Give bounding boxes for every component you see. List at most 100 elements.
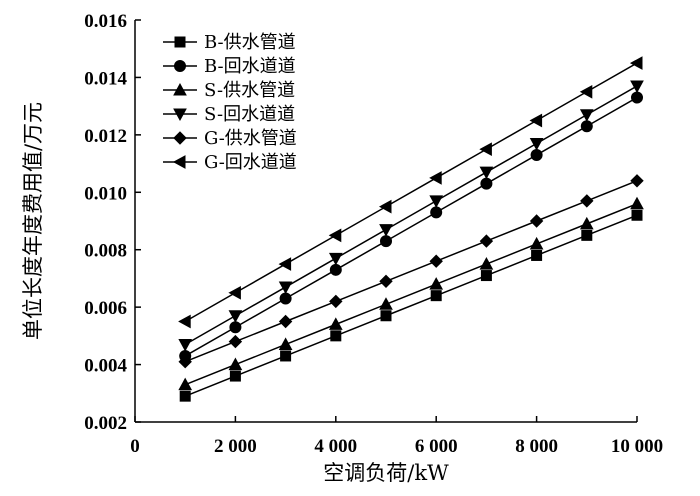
- y-tick-label: 0.006: [84, 298, 127, 319]
- y-tick-label: 0.002: [84, 413, 127, 434]
- data-point: [330, 330, 342, 342]
- data-point: [479, 142, 492, 157]
- x-tick-label: 10 000: [611, 436, 663, 457]
- legend-label: B-回水道道: [204, 56, 296, 77]
- series-1: [179, 209, 643, 402]
- data-point: [430, 206, 443, 219]
- data-point: [329, 294, 343, 309]
- data-point: [479, 166, 494, 180]
- series-5: [178, 174, 644, 369]
- data-point: [630, 174, 644, 188]
- data-point: [328, 228, 342, 243]
- series-line: [184, 62, 638, 323]
- legend-marker: [173, 82, 187, 96]
- y-tick-label: 0.010: [84, 183, 127, 204]
- data-point: [480, 177, 493, 190]
- series-line: [184, 96, 638, 357]
- data-point: [529, 214, 544, 228]
- data-point: [179, 390, 191, 402]
- legend: B-供水管道 B-回水道道 S-供水管道 S-回水道道 G-供水管道 G-回水道道: [163, 32, 297, 173]
- data-point: [228, 357, 243, 371]
- data-point: [380, 235, 392, 248]
- series-6: [178, 56, 643, 329]
- legend-item: S-回水道道: [163, 104, 295, 125]
- y-axis-title: 单位长度年度费用值/万元: [21, 102, 45, 340]
- x-axis-title: 空调负荷/kW: [323, 461, 449, 485]
- data-point: [278, 314, 293, 329]
- series-group: [178, 56, 644, 402]
- legend-label: B-供水管道: [204, 32, 296, 53]
- x-tick-label: 4 000: [314, 436, 357, 457]
- legend-marker: [173, 108, 187, 122]
- series-4: [178, 80, 644, 352]
- data-point: [631, 209, 643, 221]
- legend-item: G-供水管道: [163, 128, 297, 149]
- legend-label: S-回水道道: [204, 104, 295, 125]
- data-point: [579, 109, 594, 122]
- data-point: [430, 290, 442, 302]
- axes: 0 2 000 4 000 6 000 8 000 10 000 0.002 0.004 0.0…: [84, 11, 663, 457]
- data-point: [329, 263, 342, 276]
- data-point: [278, 337, 293, 350]
- series-line: [184, 180, 638, 363]
- legend-marker: [174, 36, 186, 48]
- data-point: [279, 292, 292, 305]
- legend-item: B-回水道道: [163, 56, 296, 77]
- data-point: [429, 171, 442, 185]
- data-point: [378, 199, 392, 214]
- data-point: [379, 224, 393, 237]
- series-line: [184, 214, 638, 397]
- data-point: [479, 257, 494, 270]
- y-tick-label: 0.016: [84, 11, 127, 32]
- data-point: [529, 113, 543, 128]
- x-tick-label: 8 000: [515, 436, 558, 457]
- data-point: [328, 252, 343, 266]
- data-point: [379, 297, 393, 310]
- data-point: [228, 285, 241, 300]
- data-point: [278, 281, 293, 295]
- legend-item: S-供水管道: [163, 80, 295, 101]
- legend-marker: [172, 155, 186, 169]
- series-line: [184, 85, 638, 346]
- series-2: [179, 91, 643, 362]
- data-point: [530, 148, 543, 161]
- data-point: [379, 274, 393, 289]
- series-3: [178, 196, 644, 391]
- legend-label: S-供水管道: [204, 80, 295, 101]
- data-point: [429, 277, 444, 290]
- data-point: [228, 334, 243, 349]
- x-tick-label: 6 000: [415, 436, 458, 457]
- y-tick-label: 0.004: [84, 356, 127, 377]
- data-point: [479, 234, 494, 248]
- data-point: [579, 216, 594, 230]
- data-point: [429, 195, 444, 208]
- data-point: [380, 310, 392, 322]
- data-point: [278, 257, 292, 271]
- data-point: [178, 338, 193, 352]
- data-point: [529, 137, 544, 151]
- data-point: [480, 270, 492, 282]
- data-point: [229, 370, 241, 382]
- data-point: [280, 350, 292, 362]
- data-point: [178, 377, 193, 391]
- data-point: [631, 91, 643, 104]
- x-tick-label: 2 000: [214, 436, 257, 457]
- data-point: [228, 310, 243, 323]
- legend-item: B-供水管道: [163, 32, 296, 53]
- data-point: [579, 84, 593, 99]
- legend-marker: [173, 131, 187, 145]
- legend-label: G-回水道道: [204, 152, 297, 173]
- data-point: [580, 120, 593, 133]
- legend-item: G-回水道道: [163, 152, 297, 173]
- data-point: [581, 229, 593, 241]
- data-point: [580, 194, 594, 208]
- data-point: [630, 196, 644, 210]
- y-tick-label: 0.014: [84, 68, 127, 89]
- data-point: [178, 314, 191, 329]
- legend-label: G-供水管道: [204, 128, 297, 149]
- data-point: [229, 321, 242, 334]
- legend-marker: [174, 60, 186, 72]
- data-point: [531, 249, 543, 261]
- data-point: [630, 80, 644, 94]
